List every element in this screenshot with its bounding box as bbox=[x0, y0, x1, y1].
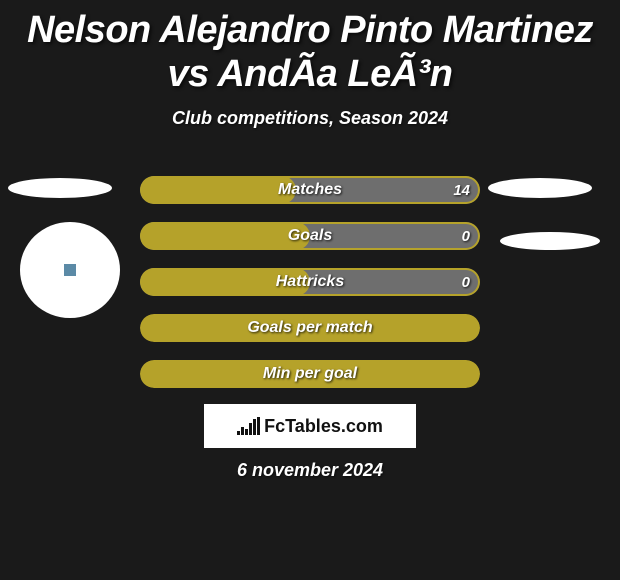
avatar-icon bbox=[64, 264, 76, 276]
player1-name-pill bbox=[8, 178, 112, 198]
stat-bar-value-right: 0 bbox=[462, 222, 470, 250]
stat-bar: Matches14 bbox=[140, 176, 480, 204]
stat-bar: Min per goal bbox=[140, 360, 480, 388]
player1-avatar bbox=[20, 222, 120, 318]
stat-bar-value-right: 0 bbox=[462, 268, 470, 296]
comparison-title: Nelson Alejandro Pinto Martinez vs AndÃ­… bbox=[0, 0, 620, 96]
stat-bar-label: Goals bbox=[140, 222, 480, 250]
fctables-logo: FcTables.com bbox=[204, 404, 416, 448]
stat-bar-label: Matches bbox=[140, 176, 480, 204]
logo-chart-icon bbox=[237, 417, 260, 435]
logo-text: FcTables.com bbox=[264, 416, 383, 437]
stat-bar-label: Goals per match bbox=[140, 314, 480, 342]
stat-bar-value-right: 14 bbox=[453, 176, 470, 204]
stat-bar-label: Min per goal bbox=[140, 360, 480, 388]
snapshot-date: 6 november 2024 bbox=[0, 460, 620, 481]
player2-club-pill bbox=[500, 232, 600, 250]
player2-name-pill bbox=[488, 178, 592, 198]
logo-inner: FcTables.com bbox=[237, 416, 383, 437]
stat-bar: Goals per match bbox=[140, 314, 480, 342]
stat-bar-label: Hattricks bbox=[140, 268, 480, 296]
stat-bar: Goals0 bbox=[140, 222, 480, 250]
comparison-subtitle: Club competitions, Season 2024 bbox=[0, 108, 620, 129]
stat-bars: Matches14Goals0Hattricks0Goals per match… bbox=[140, 176, 480, 406]
stat-bar: Hattricks0 bbox=[140, 268, 480, 296]
